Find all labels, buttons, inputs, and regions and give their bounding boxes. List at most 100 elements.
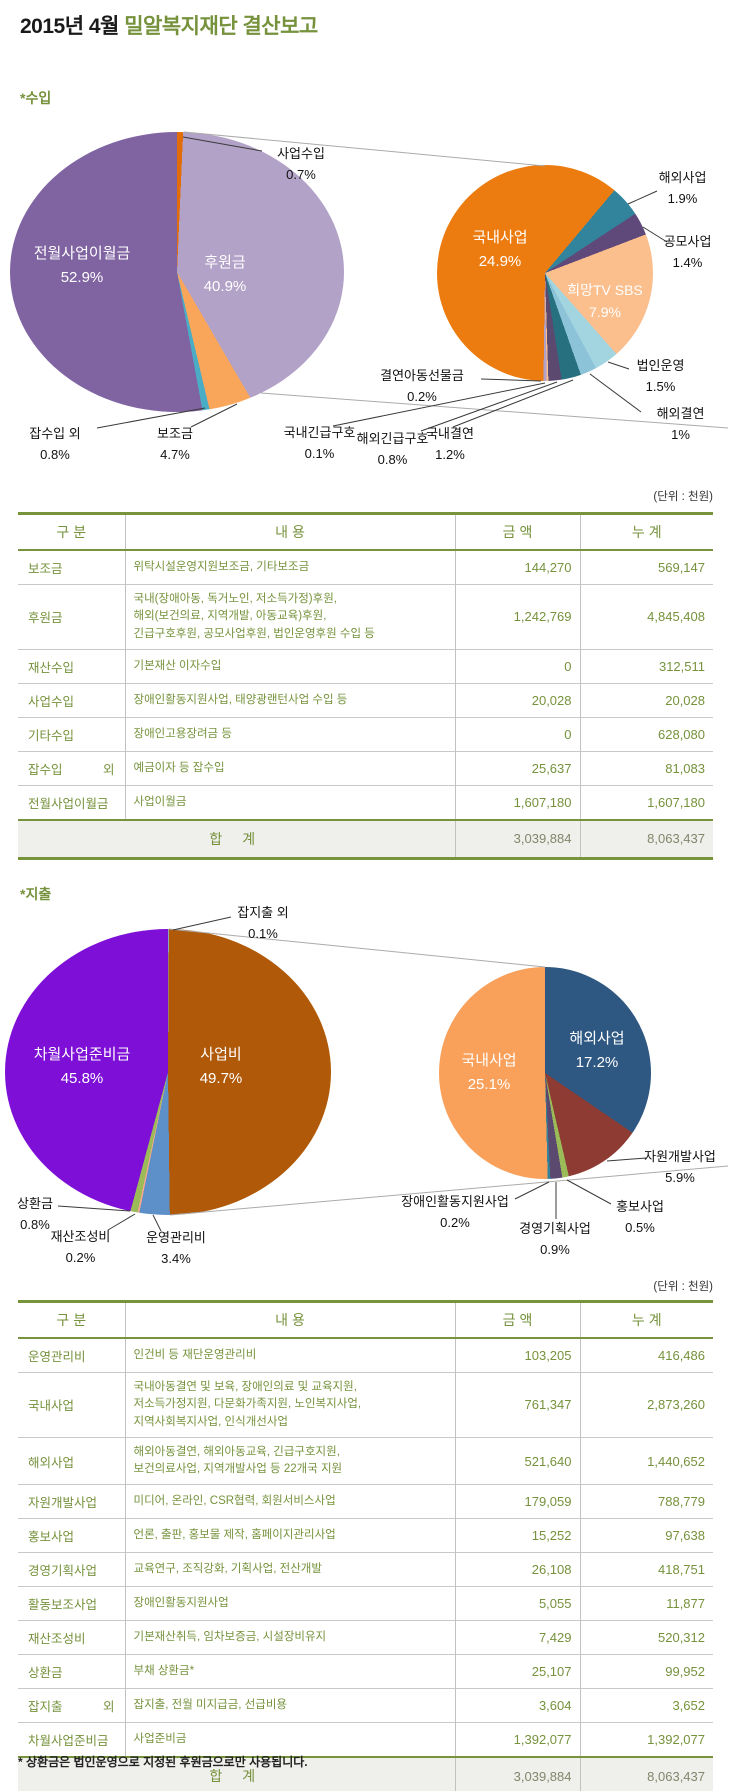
expense-section-label: *지출 [20,886,52,902]
category-cell: 상환금 [18,1654,125,1689]
label-resource-dev: 자원개발사업 5.9% [644,1149,716,1185]
table-row: 후원금 국내(장애아동, 독거노인, 저소득가정)후원, 해외(보건의료, 지역개… [18,584,713,650]
label-carryover-prev: 전월사업이월금 52.9% [33,245,131,286]
total-cumulative: 8,063,437 [579,1756,713,1791]
table-row: 사업수입 장애인활동지원사업, 태양광랜턴사업 수입 등 20,028 20,028 [18,682,713,718]
amount-cell: 3,604 [454,1688,580,1723]
table-row: 잡지출 외 잡지출, 전월 미지급금, 선급비용 3,604 3,652 [18,1688,713,1723]
header-description: 내 용 [124,1300,455,1339]
table-row: 보조금 위탁시설운영지원보조금, 기타보조금 144,270 569,147 [18,550,713,585]
label-domestic-emergency: 국내긴급구호 0.1% [283,425,356,461]
cumulative-cell: 3,652 [579,1688,713,1723]
amount-cell: 1,607,180 [454,784,580,820]
cumulative-cell: 312,511 [579,648,713,684]
category-cell: 잡지출 외 [18,1688,125,1723]
income-detail-pie [437,165,653,381]
cumulative-cell: 628,080 [579,716,713,752]
table-row: 상환금 부채 상환금* 25,107 99,952 [18,1654,713,1689]
label-next-month-reserve: 차월사업준비금 45.8% [33,1046,131,1087]
header-cumulative: 누 계 [579,1300,713,1339]
label-domestic-programs-exp: 국내사업 25.1% [461,1052,517,1093]
label-overseas-sponsorship: 해외결연 1% [656,406,705,442]
footnote: * 상환금은 법인운영으로 지정된 후원금으로만 사용됩니다. [18,1755,308,1769]
total-row: 합 계 3,039,884 8,063,437 [18,1756,713,1791]
label-overseas-emergency: 해외긴급구호 0.8% [356,431,429,467]
label-overseas-programs-exp: 해외사업 17.2% [569,1030,625,1071]
page-title: 2015년 4월 밀알복지재단 결산보고 [20,10,318,40]
description-cell: 예금이자 등 잡수입 [124,750,455,786]
category-cell: 운영관리비 [28,1350,86,1364]
total-label: 합 계 [18,818,455,860]
category-cell: 차월사업준비금 [18,1722,125,1758]
label-misc-expense: 잡지출 외 0.1% [237,905,289,941]
total-amount: 3,039,884 [454,818,580,860]
cumulative-cell: 788,779 [579,1484,713,1519]
description-cell: 장애인활동지원사업, 태양광랜턴사업 수입 등 [124,682,455,718]
total-row: 합 계 3,039,884 8,063,437 [18,818,713,860]
cumulative-cell: 4,845,408 [579,584,713,650]
header-amount: 금 액 [454,1300,580,1339]
table-row: 재산수입 기본재산 이자수입 0 312,511 [18,648,713,684]
table-row: 잡수입 외 예금이자 등 잡수입 25,637 81,083 [18,750,713,786]
label-pr: 홍보사업 0.5% [616,1199,664,1235]
label-disability-support: 장애인활동지원사업 0.2% [401,1194,509,1230]
table-row: 홍보사업 언론, 출판, 홍보물 제작, 홈페이지관리사업 15,252 97,638 [18,1518,713,1553]
description-cell: 잡지출, 전월 미지급금, 선급비용 [124,1688,455,1723]
title-date: 2015년 4월 [20,15,119,38]
label-domestic-programs: 국내사업 24.9% [472,229,528,270]
category-cell: 활동보조사업 [18,1586,125,1621]
amount-cell: 1,242,769 [454,584,580,650]
amount-cell: 179,059 [454,1484,580,1519]
category-cell: 잡수입 외 [18,750,125,786]
amount-cell: 20,028 [454,682,580,718]
cumulative-cell: 416,486 [579,1338,713,1373]
table-row: 활동보조사업 장애인활동지원사업 5,055 11,877 [18,1586,713,1621]
table-row: 전월사업이월금 사업이월금 1,607,180 1,607,180 [18,784,713,820]
header-description: 내 용 [124,512,455,551]
expense-table: 구 분 내 용 금 액 누 계 운영관리비 인건비 등 재단운영관리비 103,20… [18,1300,713,1791]
label-repayment: 상환금 0.8% [17,1196,53,1232]
category-cell: 기타수입 [18,716,125,752]
category-cell: 국내사업 [18,1372,125,1438]
cumulative-cell: 520,312 [579,1620,713,1655]
cumulative-cell: 1,607,180 [579,784,713,820]
label-subsidy: 보조금 4.7% [157,426,193,462]
income-unit-note: (단위 : 천원) [653,491,713,503]
table-row: 차월사업준비금 사업준비금 1,392,077 1,392,077 [18,1722,713,1758]
cumulative-cell: 418,751 [579,1552,713,1587]
amount-cell: 103,205 [454,1338,580,1373]
description-cell: 해외아동결연, 해외아동교육, 긴급구호지원, 보건의료사업, 지역개발사업 등… [124,1436,455,1485]
amount-cell: 0 [454,716,580,752]
category-cell: 재산수입 [18,648,125,684]
label-project-expense: 사업비 49.7% [199,1046,243,1087]
category-cell: 사업수입 [18,682,125,718]
description-cell: 부채 상환금* [124,1654,455,1689]
description-cell: 사업준비금 [124,1722,455,1758]
table-row: 기타수입 장애인고용장려금 등 0 628,080 [18,716,713,752]
header-category: 구 분 [18,512,125,551]
cumulative-cell: 99,952 [579,1654,713,1689]
description-cell: 국내(장애아동, 독거노인, 저소득가정)후원, 해외(보건의료, 지역개발, … [124,584,455,650]
description-cell: 기본재산 이자수입 [124,648,455,684]
header-amount: 금 액 [454,512,580,551]
cumulative-cell: 569,147 [579,550,713,585]
category-cell: 홍보사업 [18,1518,125,1553]
income-table: 구 분 내 용 금 액 누 계 보조금 위탁시설운영지원보조금, 기타보조금 144… [18,512,713,860]
expense-detail-pie [439,967,651,1179]
description-cell: 교육연구, 조직강화, 기획사업, 전산개발 [124,1552,455,1587]
label-hope-tv-sbs: 희망TV SBS 7.9% [567,282,643,321]
cumulative-cell: 2,873,260 [579,1372,713,1438]
label-misc-income: 잡수입 외 0.8% [29,426,81,462]
description-cell: 위탁시설운영지원보조금, 기타보조금 [124,550,455,585]
description-cell: 장애인고용장려금 등 [124,716,455,752]
cumulative-cell: 11,877 [579,1586,713,1621]
table-header-row: 구 분 내 용 금 액 누 계 [18,1300,713,1339]
category-cell: 자원개발사업 [18,1484,125,1519]
total-amount: 3,039,884 [454,1756,580,1791]
description-cell: 언론, 출판, 홍보물 제작, 홈페이지관리사업 [124,1518,455,1553]
label-corporate-operation: 법인운영 1.5% [636,358,685,394]
table-row: 국내사업 국내아동결연 및 보육, 장애인의료 및 교육지원, 저소득가정지원, … [18,1372,713,1438]
cumulative-cell: 1,392,077 [579,1722,713,1758]
table-row: 재산조성비 기본재산취득, 임차보증금, 시설장비유지 7,429 520,312 [18,1620,713,1655]
cumulative-cell: 20,028 [579,682,713,718]
